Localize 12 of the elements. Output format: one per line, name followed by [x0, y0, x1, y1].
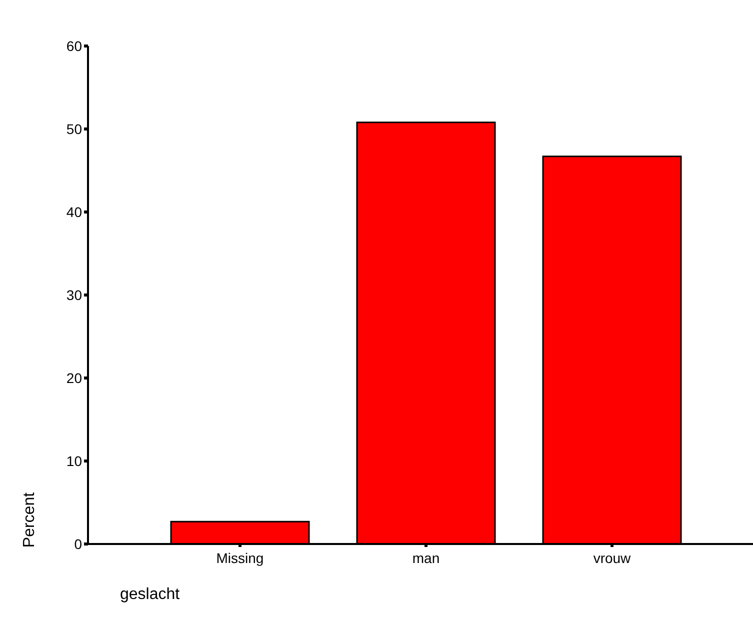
x-tick-label: vrouw	[593, 550, 632, 566]
y-tick-label: 10	[66, 452, 82, 469]
y-tick-label: 50	[66, 120, 82, 137]
y-tick-label: 30	[66, 286, 82, 303]
y-tick-label: 60	[66, 38, 82, 54]
x-axis-title: geslacht	[120, 586, 180, 604]
x-tick-label: man	[412, 550, 440, 566]
y-tick-label: 40	[66, 204, 82, 220]
x-tick-label: Missing	[216, 550, 264, 566]
y-tick-label: 0	[74, 536, 82, 552]
y-axis-title: Percent	[21, 492, 39, 548]
y-tick-label: 20	[66, 370, 82, 386]
